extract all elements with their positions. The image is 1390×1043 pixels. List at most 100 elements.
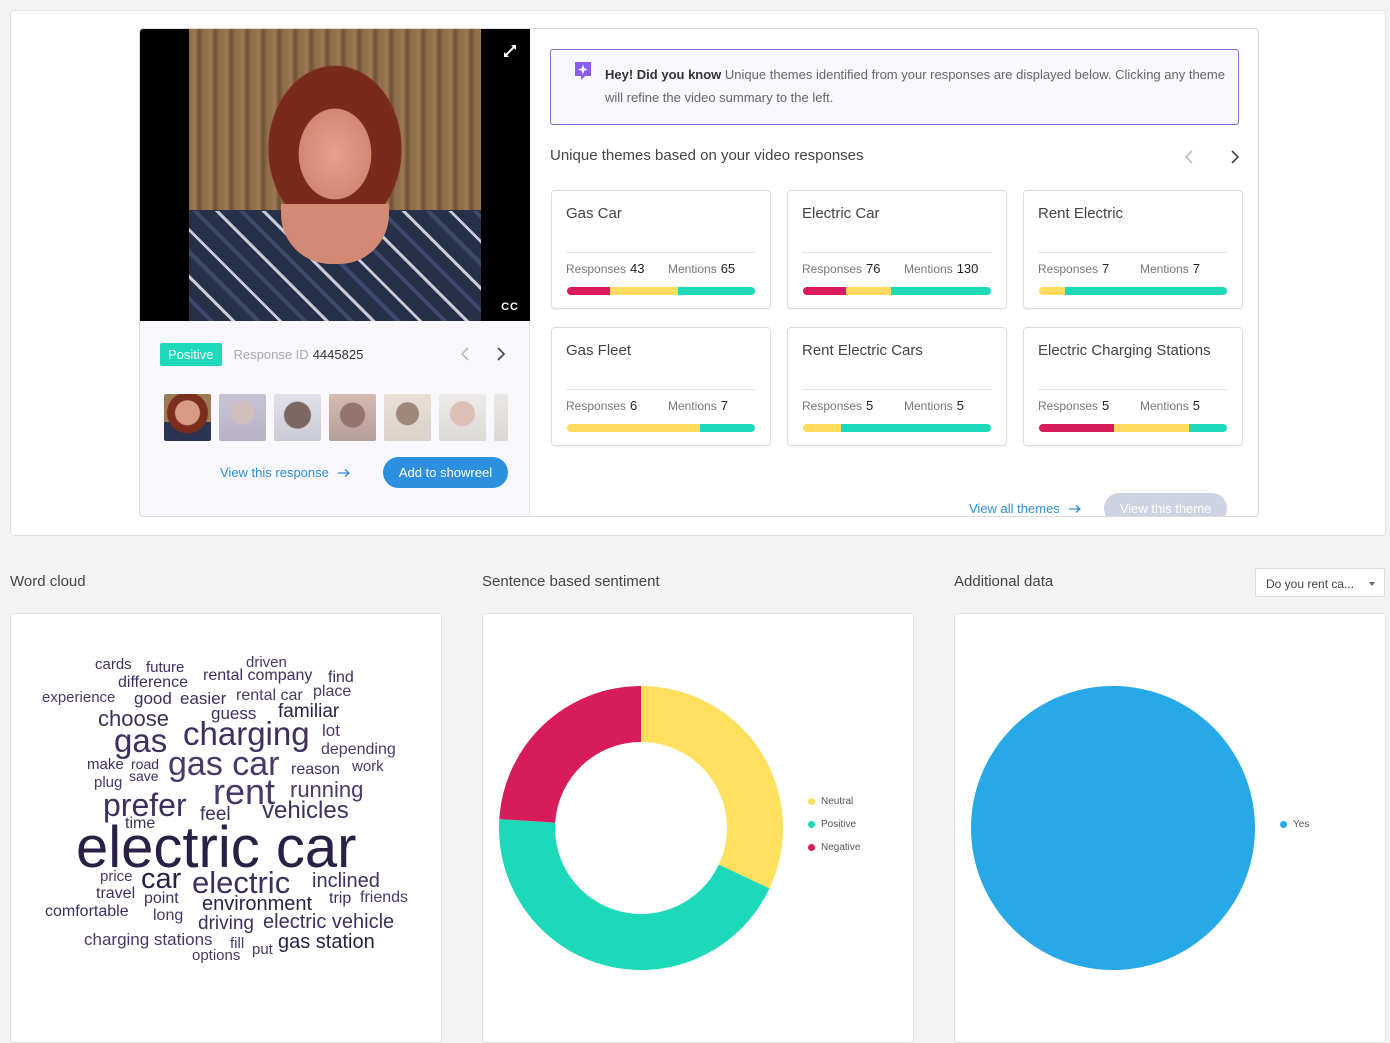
word-cloud-word[interactable]: find	[328, 669, 354, 686]
word-cloud-word[interactable]: work	[352, 758, 384, 775]
theme-divider	[566, 252, 756, 253]
word-cloud-word[interactable]: prefer	[103, 787, 187, 823]
word-cloud-word[interactable]: place	[313, 683, 352, 700]
previous-themes-button[interactable]	[1180, 145, 1198, 169]
word-cloud-word[interactable]: charging	[183, 715, 310, 752]
word-cloud-word[interactable]: fill	[230, 935, 245, 952]
view-response-link[interactable]: View this response	[220, 465, 351, 480]
response-thumbnail[interactable]	[439, 394, 486, 441]
responses-count: 5	[1102, 398, 1110, 413]
legend-item[interactable]: Positive	[808, 813, 860, 836]
word-cloud-word[interactable]: electric car	[76, 815, 357, 880]
word-cloud-word[interactable]: lot	[322, 721, 340, 740]
word-cloud-word[interactable]: running	[290, 777, 364, 802]
theme-card[interactable]: Electric Charging Stations Responses 5 Ment…	[1023, 327, 1243, 446]
theme-card[interactable]: Rent Electric Cars Responses 5 Mentions 5	[787, 327, 1007, 446]
word-cloud-word[interactable]: rent	[213, 771, 276, 812]
word-cloud-word[interactable]: feel	[200, 804, 231, 825]
pie-slice-yes[interactable]	[971, 686, 1255, 970]
mentions-label: Mentions	[1140, 262, 1189, 276]
word-cloud-word[interactable]: driving	[198, 913, 254, 934]
response-thumbnail[interactable]	[329, 394, 376, 441]
word-cloud-word[interactable]: good	[134, 689, 172, 708]
pie-slice-negative[interactable]	[499, 686, 641, 823]
additional-data-dropdown[interactable]: Do you rent ca...	[1255, 568, 1385, 597]
word-cloud-word[interactable]: electric	[192, 865, 291, 900]
word-cloud-word[interactable]: environment	[202, 893, 313, 915]
sentiment-bar	[803, 424, 991, 432]
word-cloud-word[interactable]: put	[252, 941, 273, 958]
word-cloud-word[interactable]: future	[146, 659, 185, 676]
word-cloud-word[interactable]: easier	[180, 689, 227, 708]
additional-pie-chart	[971, 686, 1255, 970]
word-cloud-word[interactable]: experience	[42, 689, 116, 706]
word-cloud-word[interactable]: difference	[118, 674, 188, 691]
legend-item[interactable]: Neutral	[808, 790, 860, 813]
next-themes-button[interactable]	[1226, 145, 1244, 169]
word-cloud-word[interactable]: gas	[114, 722, 168, 759]
view-all-themes-link[interactable]: View all themes	[969, 501, 1082, 516]
word-cloud-word[interactable]: plug	[94, 774, 123, 791]
word-cloud-word[interactable]: guess	[211, 704, 257, 723]
theme-card[interactable]: Gas Fleet Responses 6 Mentions 7	[551, 327, 771, 446]
word-cloud-word[interactable]: reason	[291, 761, 340, 778]
word-cloud-word[interactable]: comfortable	[45, 903, 129, 920]
next-response-button[interactable]	[492, 342, 510, 366]
word-cloud-word[interactable]: long	[153, 907, 184, 924]
pie-slice-neutral[interactable]	[641, 686, 783, 889]
view-this-theme-button[interactable]: View this theme	[1103, 493, 1228, 516]
word-cloud-word[interactable]: trip	[329, 890, 352, 907]
word-cloud-word[interactable]: cards	[95, 656, 132, 673]
response-thumbnail[interactable]	[164, 394, 211, 441]
word-cloud-word[interactable]: options	[192, 947, 241, 964]
word-cloud-word[interactable]: road	[131, 756, 160, 772]
word-cloud-word[interactable]: familiar	[278, 701, 340, 722]
legend-item[interactable]: Yes	[1280, 813, 1309, 836]
word-cloud-word[interactable]: point	[144, 890, 179, 907]
word-cloud-word[interactable]: driven	[246, 654, 287, 671]
word-cloud-word[interactable]: price	[100, 868, 133, 885]
word-cloud-word[interactable]: friends	[360, 889, 409, 906]
word-cloud-word[interactable]: save	[129, 768, 159, 784]
word-cloud-word[interactable]: car	[141, 863, 182, 895]
word-cloud-word[interactable]: choose	[98, 706, 169, 731]
word-cloud-word[interactable]: travel	[96, 885, 136, 902]
word-cloud-title: Word cloud	[10, 573, 86, 590]
neutral-segment	[567, 424, 701, 432]
pie-slice-positive[interactable]	[499, 819, 770, 970]
closed-captions-button[interactable]: CC	[501, 301, 519, 313]
word-cloud-word[interactable]: electric vehicle	[263, 911, 395, 933]
theme-name: Gas Fleet	[566, 342, 632, 359]
word-cloud-word[interactable]: time	[125, 815, 156, 832]
response-thumbnail[interactable]	[384, 394, 431, 441]
word-cloud-word[interactable]: depending	[321, 741, 396, 758]
response-actions: View this response Add to showreel	[220, 457, 509, 488]
chevron-right-icon	[1231, 150, 1240, 164]
theme-card[interactable]: Rent Electric Responses 7 Mentions 7	[1023, 190, 1243, 309]
video-player[interactable]: CC	[140, 29, 530, 321]
word-cloud-word[interactable]: rental car	[236, 687, 303, 704]
mentions-stat: Mentions 65	[668, 261, 735, 276]
response-thumbnail[interactable]	[219, 394, 266, 441]
video-summary-panel: CC Positive Response ID 4445825	[10, 10, 1386, 536]
mentions-label: Mentions	[668, 399, 717, 413]
theme-card[interactable]: Gas Car Responses 43 Mentions 65	[551, 190, 771, 309]
word-cloud-word[interactable]: make	[87, 756, 124, 773]
theme-card[interactable]: Electric Car Responses 76 Mentions 130	[787, 190, 1007, 309]
add-to-showreel-button[interactable]: Add to showreel	[382, 457, 509, 488]
response-thumbnail[interactable]	[274, 394, 321, 441]
previous-response-button[interactable]	[456, 342, 474, 366]
word-cloud-word[interactable]: vehicles	[262, 797, 349, 824]
word-cloud-word[interactable]: charging stations	[84, 930, 213, 949]
word-cloud-word[interactable]: gas car	[168, 745, 280, 783]
response-thumbnail[interactable]	[494, 394, 508, 441]
sentiment-donut-chart	[499, 686, 783, 970]
expand-icon[interactable]	[502, 43, 518, 59]
word-cloud-word[interactable]: rental company	[203, 667, 313, 684]
arrow-right-icon	[337, 468, 350, 477]
word-cloud-word[interactable]: gas station	[278, 931, 375, 953]
video-summary-card: CC Positive Response ID 4445825	[139, 28, 1259, 517]
legend-item[interactable]: Negative	[808, 836, 860, 859]
arrow-right-icon	[1068, 504, 1081, 513]
word-cloud-word[interactable]: inclined	[312, 870, 380, 892]
